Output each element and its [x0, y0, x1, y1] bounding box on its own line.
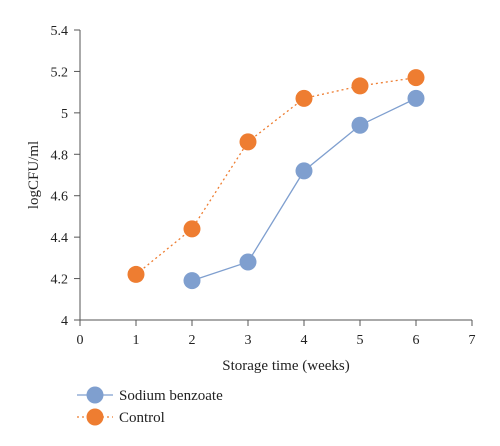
- legend-label: Sodium benzoate: [119, 388, 223, 404]
- data-point: [407, 89, 425, 107]
- data-point: [295, 162, 313, 180]
- data-point: [351, 116, 369, 134]
- axes: [79, 30, 472, 321]
- y-axis-title: logCFU/ml: [26, 141, 42, 209]
- y-ticks: 4 4.2 4.4 4.6 4.8 5 5.2 5.4: [51, 24, 80, 329]
- legend-item: Control: [77, 408, 165, 426]
- y-tick-label: 4: [61, 314, 68, 329]
- data-point: [127, 265, 145, 283]
- legend-item: Sodium benzoate: [77, 386, 223, 404]
- y-tick-label: 4.4: [51, 231, 69, 246]
- series-sodium-benzoate: [183, 89, 425, 290]
- x-tick-label: 0: [77, 333, 84, 348]
- y-tick-label: 4.8: [51, 148, 69, 163]
- y-tick-label: 5: [61, 107, 68, 122]
- data-point: [239, 133, 257, 151]
- y-tick-label: 5.2: [51, 65, 69, 80]
- x-tick-label: 4: [301, 333, 308, 348]
- x-ticks: 0 1 2 3 4 5 6 7: [77, 320, 476, 348]
- legend: Sodium benzoate Control: [77, 386, 223, 426]
- data-point: [239, 253, 257, 271]
- x-tick-label: 3: [245, 333, 252, 348]
- series-layer: [127, 69, 425, 290]
- y-tick-label: 4.2: [51, 273, 69, 288]
- data-point: [351, 77, 369, 95]
- x-tick-label: 6: [413, 333, 420, 348]
- x-tick-label: 5: [357, 333, 364, 348]
- data-point: [183, 220, 201, 238]
- x-tick-label: 7: [469, 333, 476, 348]
- data-point: [295, 89, 313, 107]
- x-axis-title: Storage time (weeks): [222, 358, 349, 374]
- y-tick-label: 5.4: [51, 24, 69, 39]
- x-tick-label: 1: [133, 333, 140, 348]
- y-tick-label: 4.6: [51, 190, 69, 205]
- series-line: [135, 76, 417, 275]
- series-control: [127, 69, 425, 283]
- legend-label: Control: [119, 410, 165, 426]
- series-line: [191, 97, 417, 282]
- legend-marker: [86, 408, 104, 426]
- x-tick-label: 2: [189, 333, 196, 348]
- legend-marker: [86, 386, 104, 404]
- data-point: [407, 69, 425, 87]
- data-point: [183, 272, 201, 290]
